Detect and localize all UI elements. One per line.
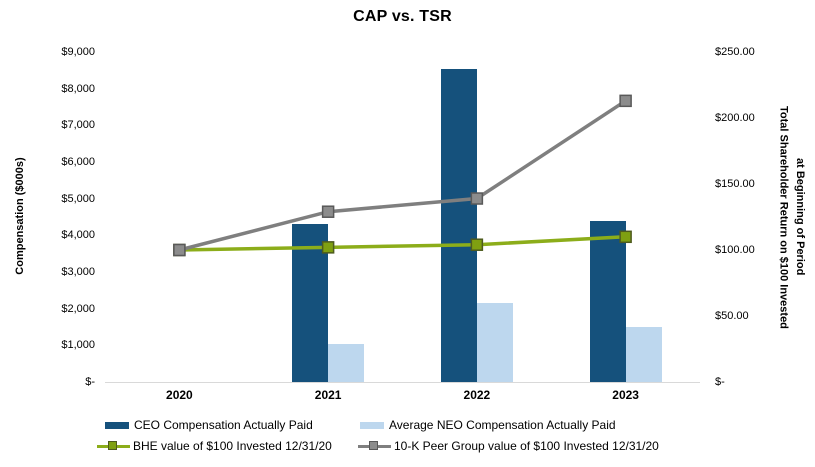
x-label-2022: 2022 [463, 388, 491, 402]
right-tick-label: $200.00 [715, 112, 755, 124]
bar-neo-2022 [476, 303, 513, 382]
right-axis-title-line1: Total Shareholder Return on $100 Investe… [777, 105, 790, 329]
bar-neo-2021 [328, 344, 365, 382]
left-tick-label: $2,000 [61, 302, 95, 315]
plot-area [105, 52, 700, 383]
line-series-0 [179, 235, 626, 252]
left-tick-label: $5,000 [61, 192, 95, 205]
legend-marker [369, 441, 378, 450]
legend-marker [108, 441, 117, 450]
marker-series-1-2020 [173, 243, 186, 257]
left-tick-label: $4,000 [61, 229, 95, 242]
right-axis-title-line2: at Beginning of Period [794, 158, 806, 276]
marker-series-1-2021 [321, 205, 335, 218]
legend-item-1: Average NEO Compensation Actually Paid [360, 418, 616, 432]
x-label-2020: 2020 [166, 388, 193, 402]
left-tick-label: $3,000 [61, 266, 95, 278]
legend-label: 10-K Peer Group value of $100 Invested 1… [394, 439, 659, 453]
marker-series-1-2023 [619, 94, 632, 108]
chart-title: CAP vs. TSR [353, 8, 452, 25]
left-tick-label: $6,000 [61, 156, 95, 168]
marker-series-0-2023 [619, 230, 632, 244]
legend-item-2: BHE value of $100 Invested 12/31/20 [97, 439, 332, 453]
bar-neo-2023 [625, 327, 662, 382]
legend-bar-swatch [105, 421, 129, 429]
right-axis-title: Total Shareholder Return on $100 Investe… [775, 52, 808, 382]
left-axis-title: Compensation ($000s) [14, 157, 26, 275]
left-tick-label: $8,000 [61, 82, 95, 95]
left-tick-label: $7,000 [61, 119, 95, 132]
legend-label: CEO Compensation Actually Paid [134, 418, 313, 432]
marker-series-0-2021 [321, 241, 335, 254]
bar-ceo-2022 [440, 68, 477, 382]
marker-series-1-2022 [470, 192, 484, 205]
right-tick-label: $150.00 [715, 178, 755, 190]
right-tick-label: $50.00 [715, 310, 749, 322]
right-tick-label: $100.00 [715, 244, 755, 256]
legend-item-3: 10-K Peer Group value of $100 Invested 1… [358, 439, 659, 453]
legend-bar-swatch [360, 421, 384, 429]
legend-line-swatch [97, 440, 130, 452]
x-label-2021: 2021 [314, 388, 342, 402]
line-layer [173, 94, 632, 257]
marker-series-0-2022 [470, 238, 484, 251]
bar-ceo-2023 [589, 220, 626, 382]
left-tick-label: $9,000 [61, 46, 95, 58]
right-tick-label: $250.00 [715, 46, 755, 58]
line-series-1 [178, 99, 627, 252]
x-label-2023: 2023 [612, 388, 639, 402]
left-tick-label: $- [85, 376, 95, 388]
legend-item-0: CEO Compensation Actually Paid [105, 418, 313, 432]
legend-label: BHE value of $100 Invested 12/31/20 [133, 439, 332, 453]
legend-line-swatch [358, 440, 391, 452]
left-tick-label: $1,000 [61, 339, 95, 352]
right-tick-label: $- [715, 376, 725, 388]
legend-label: Average NEO Compensation Actually Paid [389, 418, 616, 432]
